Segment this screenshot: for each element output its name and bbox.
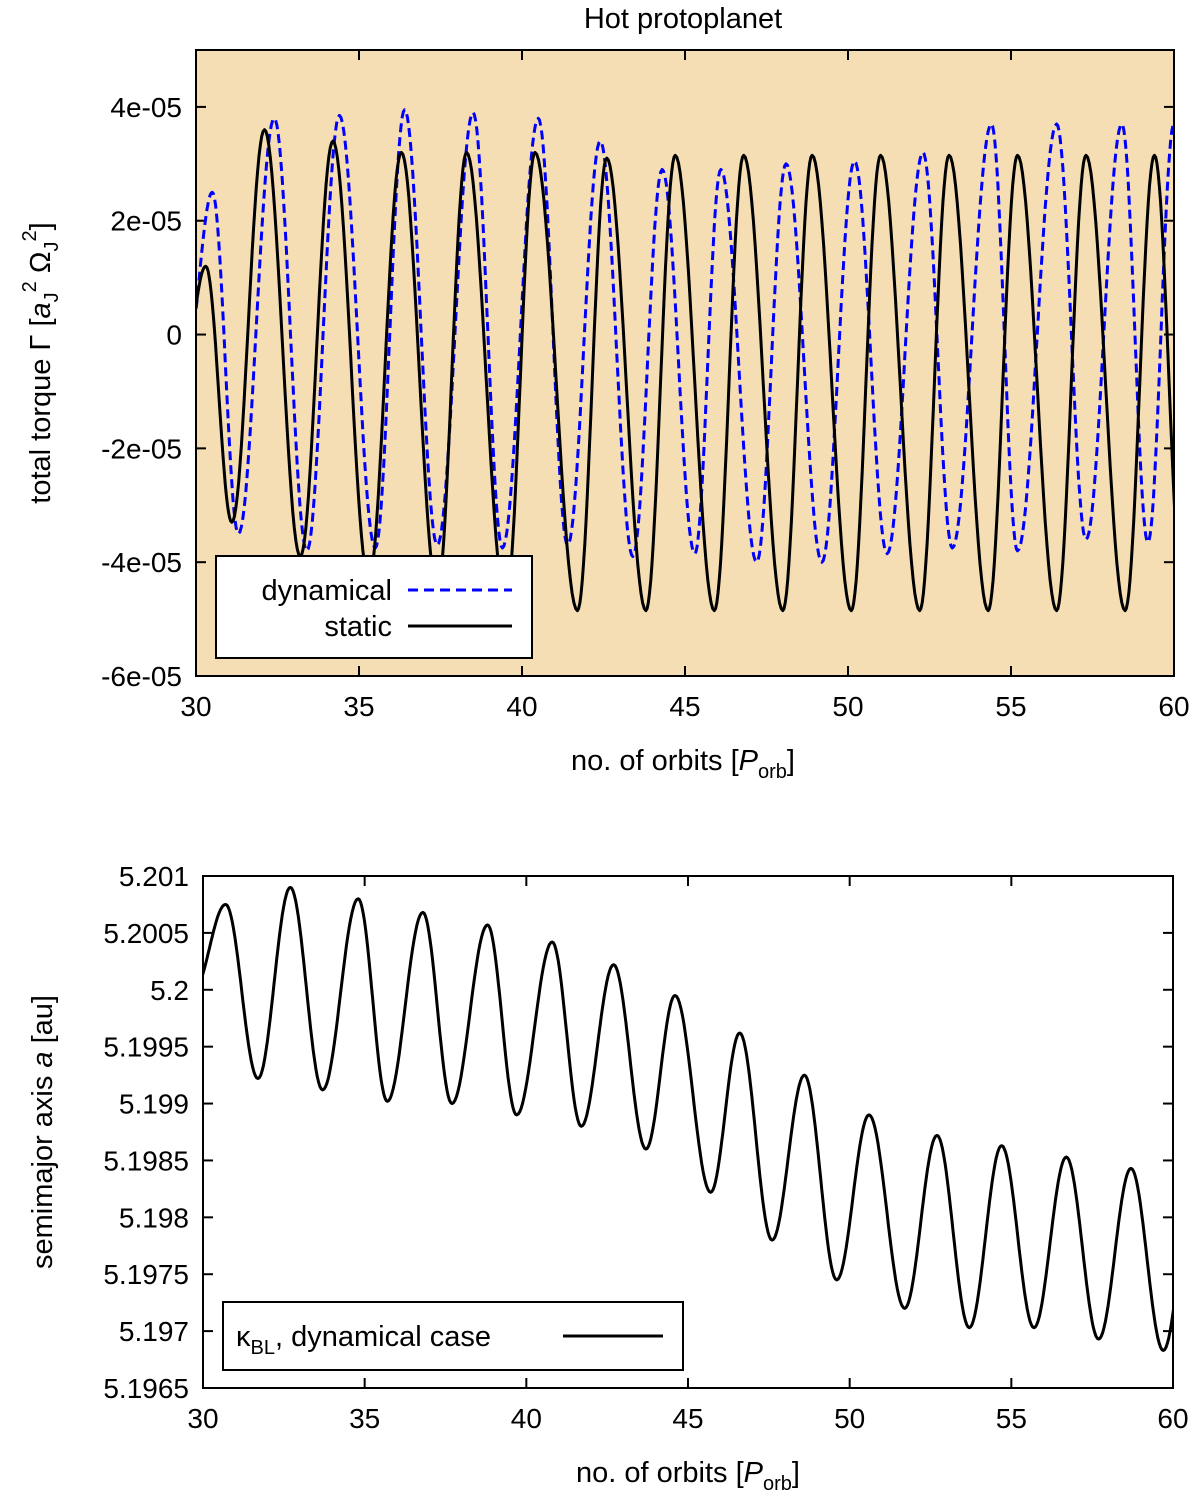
- top-y-tick-label: 0: [166, 320, 182, 351]
- bottom-y-tick-label: 5.1985: [103, 1145, 189, 1176]
- bottom-x-tick-label: 50: [834, 1403, 865, 1434]
- top-y-axis-label: total torque Γ [aJ2 ΩJ2]: [19, 222, 63, 503]
- top-y-tick-label: -2e-05: [101, 433, 182, 464]
- top-series-line-static: [196, 128, 1174, 613]
- bottom-chart: 30 35 40 45 50 55 60 5.19655.1975.19755.1985.1…: [27, 861, 1189, 1495]
- bottom-x-tick-labels: 30 35 40 45 50 55 60: [187, 1403, 1188, 1434]
- bottom-y-tick-label: 5.201: [119, 861, 189, 892]
- bottom-legend: κBL, dynamical case: [222, 1301, 684, 1371]
- top-y-tick-labels: -6e-05 -4e-05 -2e-05 0 2e-05 4e-05: [101, 92, 182, 692]
- bottom-series-group: [203, 885, 1173, 1352]
- bottom-plot-frame: [202, 875, 1174, 1389]
- bottom-y-tick-label: 5.198: [119, 1202, 189, 1233]
- bottom-x-tick-label: 40: [511, 1403, 542, 1434]
- top-chart-title: Hot protoplanet: [584, 3, 782, 35]
- top-x-tick-label: 55: [995, 691, 1026, 722]
- top-x-tick-label: 30: [180, 691, 211, 722]
- top-y-tick-label: 2e-05: [110, 206, 182, 237]
- bottom-y-tick-label: 5.1975: [103, 1259, 189, 1290]
- bottom-x-axis-label: no. of orbits [Porb]: [576, 1457, 800, 1495]
- legend-label-kappa-bl: κBL, dynamical case: [236, 1321, 491, 1359]
- bottom-x-tick-label: 55: [996, 1403, 1027, 1434]
- bottom-x-tick-label: 35: [349, 1403, 380, 1434]
- bottom-y-tick-label: 5.1995: [103, 1032, 189, 1063]
- top-x-axis-label: no. of orbits [Porb]: [571, 745, 795, 783]
- top-x-tick-labels: 30 35 40 45 50 55 60: [180, 691, 1189, 722]
- top-y-tick-label: 4e-05: [110, 92, 182, 123]
- bottom-y-tick-label: 5.2: [150, 975, 189, 1006]
- top-x-tick-label: 45: [669, 691, 700, 722]
- top-x-tick-label: 60: [1158, 691, 1189, 722]
- bottom-y-tick-labels: 5.1965 5.197 5.1975 5.198 5.1985 5.199 5.1995 5…: [103, 861, 189, 1404]
- top-x-tick-label: 35: [343, 691, 374, 722]
- legend-label-static: static: [324, 611, 392, 643]
- bottom-x-tick-label: 30: [187, 1403, 218, 1434]
- top-legend: dynamical static: [215, 555, 533, 659]
- top-plot-frame: [195, 49, 1175, 677]
- top-series-line-dynamical: [196, 108, 1174, 564]
- top-y-tick-label: -4e-05: [101, 547, 182, 578]
- top-series-group: [196, 108, 1174, 613]
- top-chart: Hot protoplanet 30 35 40 45 50 55 60 -6e-05 -4e…: [19, 3, 1190, 783]
- legend-label-dynamical: dynamical: [261, 575, 392, 607]
- bottom-y-tick-label: 5.199: [119, 1089, 189, 1120]
- top-x-tick-label: 50: [832, 691, 863, 722]
- top-y-tick-label: -6e-05: [101, 661, 182, 692]
- bottom-series-line-kappa-bl: [203, 885, 1173, 1352]
- bottom-x-tick-label: 45: [672, 1403, 703, 1434]
- bottom-y-tick-label: 5.197: [119, 1316, 189, 1347]
- bottom-x-tick-label: 60: [1157, 1403, 1188, 1434]
- bottom-y-axis-label: semimajor axis a [au]: [27, 995, 59, 1269]
- top-legend-box: [215, 555, 533, 659]
- top-x-tick-label: 40: [506, 691, 537, 722]
- bottom-y-tick-label: 5.2005: [103, 918, 189, 949]
- bottom-y-tick-label: 5.1965: [103, 1373, 189, 1404]
